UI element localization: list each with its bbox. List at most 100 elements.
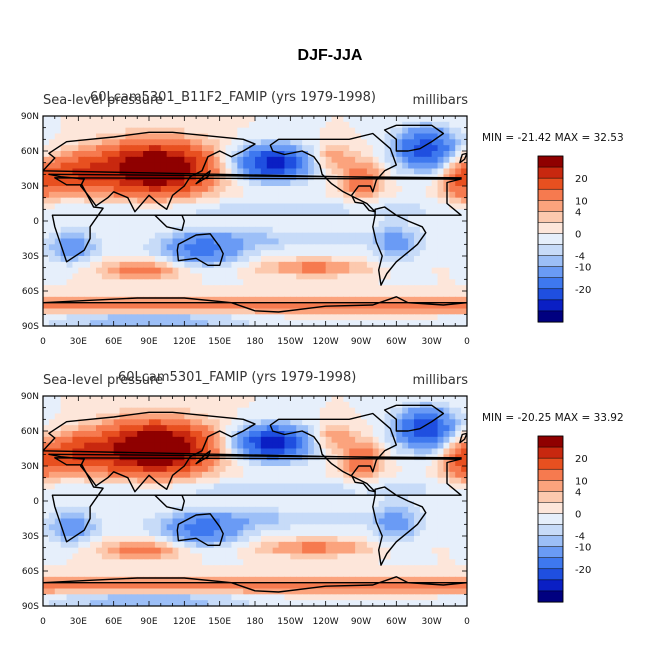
field-cell	[367, 419, 373, 425]
field-cell	[396, 274, 402, 280]
field-cell	[432, 559, 438, 565]
field-cell	[67, 309, 73, 315]
field-cell	[332, 274, 338, 280]
field-cell	[67, 443, 73, 449]
field-cell	[337, 454, 343, 460]
field-cell	[125, 501, 131, 507]
field-cell	[96, 472, 102, 478]
field-cell	[261, 530, 267, 536]
field-cell	[243, 262, 249, 268]
field-cell	[255, 250, 261, 256]
field-cell	[267, 116, 273, 122]
field-cell	[143, 204, 149, 210]
field-cell	[426, 198, 432, 204]
field-cell	[443, 559, 449, 565]
field-cell	[137, 449, 143, 455]
field-cell	[296, 262, 302, 268]
field-cell	[137, 122, 143, 128]
field-cell	[349, 530, 355, 536]
field-cell	[432, 449, 438, 455]
field-cell	[102, 530, 108, 536]
field-cell	[84, 408, 90, 414]
field-cell	[96, 192, 102, 198]
field-cell	[84, 122, 90, 128]
field-cell	[143, 466, 149, 472]
field-cell	[78, 425, 84, 431]
field-cell	[61, 472, 67, 478]
field-cell	[125, 530, 131, 536]
field-cell	[273, 501, 279, 507]
field-cell	[379, 186, 385, 192]
field-cell	[125, 548, 131, 554]
field-cell	[367, 291, 373, 297]
field-cell	[261, 239, 267, 245]
field-cell	[373, 157, 379, 163]
field-cell	[420, 215, 426, 221]
field-cell	[237, 227, 243, 233]
field-cell	[67, 198, 73, 204]
field-cell	[302, 227, 308, 233]
field-cell	[396, 192, 402, 198]
field-cell	[190, 402, 196, 408]
field-cell	[90, 437, 96, 443]
field-cell	[361, 215, 367, 221]
field-cell	[373, 478, 379, 484]
field-cell	[332, 204, 338, 210]
field-cell	[390, 250, 396, 256]
field-cell	[190, 145, 196, 151]
field-cell	[308, 565, 314, 571]
field-cell	[361, 250, 367, 256]
field-cell	[231, 519, 237, 525]
field-cell	[167, 291, 173, 297]
field-cell	[326, 554, 332, 560]
field-cell	[249, 204, 255, 210]
field-cell	[296, 198, 302, 204]
field-cell	[361, 396, 367, 402]
field-cell	[249, 513, 255, 519]
field-cell	[72, 128, 78, 134]
field-cell	[243, 530, 249, 536]
field-cell	[84, 309, 90, 315]
field-cell	[90, 559, 96, 565]
field-cell	[367, 478, 373, 484]
field-cell	[385, 221, 391, 227]
field-cell	[143, 437, 149, 443]
field-cell	[426, 192, 432, 198]
field-cell	[349, 204, 355, 210]
field-cell	[396, 408, 402, 414]
field-cell	[190, 524, 196, 530]
field-cell	[90, 227, 96, 233]
field-cell	[426, 262, 432, 268]
field-cell	[390, 449, 396, 455]
field-cell	[261, 250, 267, 256]
field-cell	[455, 524, 461, 530]
field-cell	[226, 571, 232, 577]
field-cell	[320, 221, 326, 227]
field-cell	[137, 157, 143, 163]
field-cell	[208, 443, 214, 449]
field-cell	[414, 530, 420, 536]
field-cell	[196, 279, 202, 285]
field-cell	[155, 559, 161, 565]
colorbar-swatch	[538, 233, 563, 244]
field-cell	[49, 128, 55, 134]
field-cell	[108, 530, 114, 536]
field-cell	[184, 419, 190, 425]
field-cell	[455, 128, 461, 134]
field-cell	[208, 460, 214, 466]
field-cell	[455, 279, 461, 285]
field-cell	[373, 116, 379, 122]
field-cell	[226, 180, 232, 186]
field-cell	[96, 419, 102, 425]
field-cell	[78, 274, 84, 280]
field-cell	[343, 244, 349, 250]
field-cell	[78, 396, 84, 402]
field-cell	[373, 128, 379, 134]
field-cell	[226, 145, 232, 151]
field-cell	[432, 285, 438, 291]
field-cell	[173, 437, 179, 443]
field-cell	[361, 507, 367, 513]
field-cell	[173, 495, 179, 501]
field-cell	[226, 472, 232, 478]
field-cell	[326, 466, 332, 472]
